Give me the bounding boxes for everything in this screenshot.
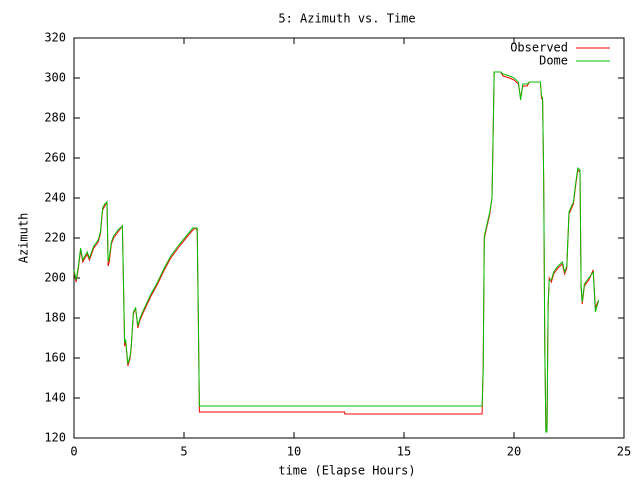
y-axis-label: Azimuth — [17, 213, 31, 264]
x-tick-label: 0 — [70, 445, 77, 459]
legend-label: Observed — [510, 41, 568, 55]
x-tick-label: 15 — [397, 445, 411, 459]
y-tick-label: 260 — [44, 151, 66, 165]
y-tick-label: 240 — [44, 191, 66, 205]
x-tick-label: 5 — [180, 445, 187, 459]
y-tick-label: 220 — [44, 231, 66, 245]
legend-label: Dome — [539, 54, 568, 68]
y-tick-label: 300 — [44, 71, 66, 85]
chart-title: 5: Azimuth vs. Time — [278, 12, 415, 26]
x-tick-label: 20 — [507, 445, 521, 459]
x-tick-label: 10 — [287, 445, 301, 459]
y-tick-label: 180 — [44, 311, 66, 325]
y-tick-label: 140 — [44, 391, 66, 405]
data-line — [73, 71, 600, 433]
data-line — [73, 71, 599, 431]
y-tick-label: 160 — [44, 351, 66, 365]
y-tick-label: 320 — [44, 31, 66, 45]
x-tick-label: 25 — [617, 445, 631, 459]
y-tick-label: 280 — [44, 111, 66, 125]
y-tick-label: 120 — [44, 431, 66, 445]
x-axis-label: time (Elapse Hours) — [278, 464, 415, 478]
y-tick-label: 200 — [44, 271, 66, 285]
